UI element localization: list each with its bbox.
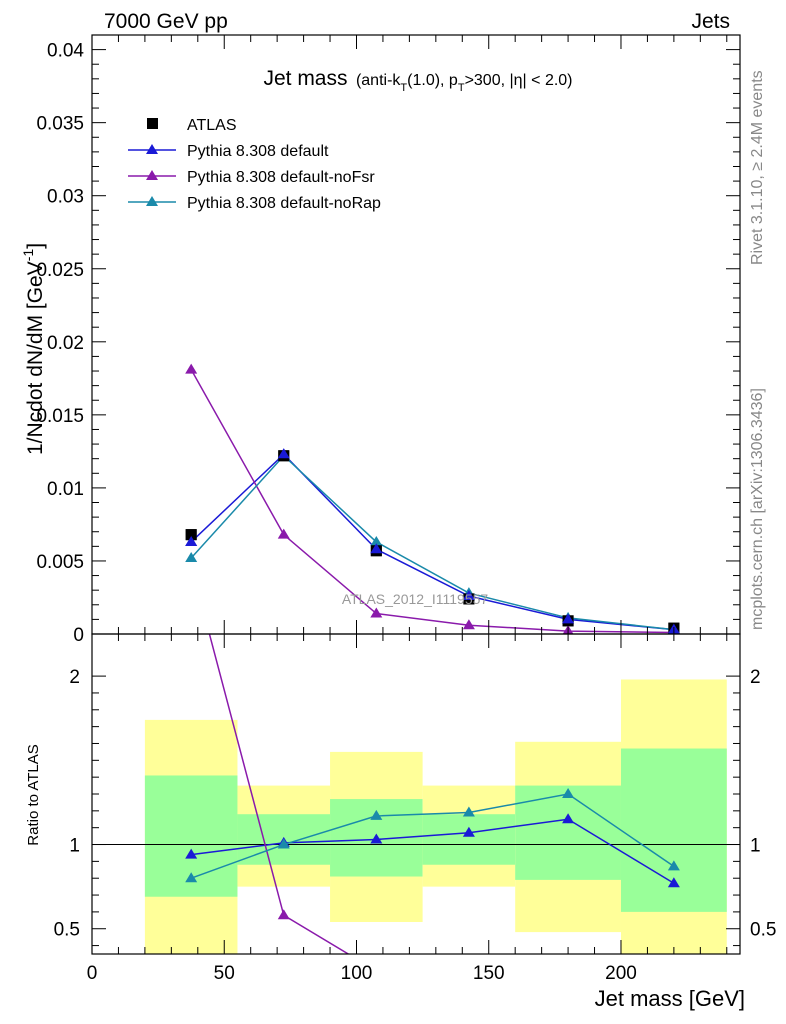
main-point-atlas-top-0: [185, 529, 197, 541]
ratio-band-inner-4: [515, 785, 621, 880]
main-point-pythia-8-308-default-top-3: [462, 590, 475, 601]
header-energy-label: 7000 GeV pp: [104, 10, 228, 33]
ratio-point-pythia-8-308-default-norap-5: [667, 860, 680, 871]
ratio-ytick-label-left-0: 0.5: [54, 920, 80, 941]
ratio-point-pythia-8-308-default-nofsr-1: [277, 909, 290, 920]
ratio-ytick-label-left-2: 2: [69, 667, 80, 688]
ratio-ytick-label-right-2: 2: [750, 667, 761, 688]
ylabel-part-3: ]: [24, 243, 47, 249]
legend-entry-atlas: ATLAS: [147, 117, 237, 134]
main-ytick-label-6: 0.03: [47, 187, 84, 208]
ratio-point-pythia-8-308-default-norap-2: [370, 809, 383, 820]
legend-entry-norap: Pythia 8.308 default-noRap: [128, 195, 381, 212]
main-ytick-label-4: 0.02: [47, 333, 84, 354]
main-line-pythia-8-308-default-nofsr: [190, 369, 674, 634]
ratio-point-pythia-8-308-default-2: [370, 833, 383, 844]
main-ytick-label-1: 0.005: [36, 552, 84, 573]
title-sub-3: (1.0), p: [407, 72, 458, 89]
xtick-label-0: 0: [87, 963, 98, 984]
legend-nofsr-label: Pythia 8.308 default-noFsr: [187, 169, 375, 186]
rivet-version-label: Rivet 3.1.10, ≥ 2.4M events: [749, 70, 766, 265]
title-sub-2: T: [400, 82, 407, 94]
legend-entry-nofsr: Pythia 8.308 default-noFsr: [128, 169, 375, 186]
legend-atlas-label: ATLAS: [187, 117, 237, 134]
title-main: Jet mass: [263, 67, 347, 90]
xlabel: Jet mass [GeV]: [595, 986, 745, 1011]
ratio-ylabel: Ratio to ATLAS: [25, 744, 42, 845]
main-point-pythia-8-308-default-nofsr-2: [370, 607, 383, 618]
main-panel: 0 0.005 0.01 0.015 0.02 0.025 0.03 0.035 0.04 AT…: [20, 34, 741, 646]
ratio-point-pythia-8-308-default-norap-0: [185, 872, 198, 883]
main-ytick-label-2: 0.01: [47, 479, 84, 500]
ratio-point-pythia-8-308-default-0: [185, 848, 198, 859]
ratio-ytick-label-left-1: 1: [69, 836, 80, 857]
ratio-line-pythia-8-308-default-norap: [190, 793, 675, 879]
ratio-line-pythia-8-308-default-nofsr: [208, 634, 350, 954]
ratio-point-pythia-8-308-default-norap-3: [462, 806, 475, 817]
title-sub-1: (anti-k: [356, 72, 401, 89]
xtick-label-2: 100: [341, 963, 373, 984]
ratio-band-inner-3: [422, 814, 516, 865]
main-point-pythia-8-308-default-top-0: [185, 535, 198, 546]
legend-default-marker: [146, 144, 158, 154]
main-point-pythia-8-308-default-norap-0: [185, 552, 198, 563]
main-line-pythia-8-308-default: [190, 453, 674, 631]
main-title: Jet mass (anti-kT(1.0), pT>300, |η| < 2.…: [263, 67, 572, 94]
legend-default-label: Pythia 8.308 default: [187, 143, 329, 160]
ratio-point-pythia-8-308-default-4: [562, 813, 575, 824]
mcplots-label: mcplots.cern.ch [arXiv:1306.3436]: [749, 388, 766, 630]
xtick-label-4: 200: [605, 963, 637, 984]
ratio-point-pythia-8-308-default-nofsr-4: [562, 970, 574, 980]
title-sub-4: T: [458, 82, 465, 94]
ratio-ytick-label-right-1: 1: [750, 836, 761, 857]
ratio-line-pythia-8-308-default: [191, 818, 675, 884]
ylabel-part-1: 1/Ncdot dN/dM [GeV: [24, 261, 47, 455]
xtick-label-1: 50: [214, 963, 235, 984]
main-line-pythia-8-308-default-norap: [190, 454, 674, 631]
main-point-pythia-8-308-default-nofsr-3: [462, 619, 475, 630]
header-jets-label: Jets: [691, 10, 730, 33]
ratio-band-inner-5: [620, 748, 727, 912]
main-ytick-label-3: 0.015: [36, 406, 84, 427]
main-point-pythia-8-308-default-norap-2: [370, 535, 383, 546]
main-ytick-label-7: 0.035: [36, 114, 84, 135]
ratio-panel: 0.5 0.5 1 1 2 2 0 50 100 150 200 Ratio to ATLAS Je…: [25, 633, 776, 1011]
legend-atlas-marker: [147, 118, 158, 129]
ratio-ytick-label-right-0: 0.5: [750, 920, 776, 941]
main-point-pythia-8-308-default-top-2: [370, 543, 383, 554]
legend-nofsr-marker: [146, 170, 158, 180]
title-sub-5: >300, |η| < 2.0): [465, 72, 573, 89]
legend-norap-label: Pythia 8.308 default-noRap: [187, 195, 381, 212]
ylabel-part-2: -1: [20, 249, 36, 262]
main-ytick-label-5: 0.025: [36, 260, 84, 281]
main-ytick-label-8: 0.04: [47, 41, 84, 62]
ratio-point-pythia-8-308-default-nofsr-5: [668, 965, 680, 975]
legend-norap-marker: [146, 196, 158, 206]
xtick-label-3: 150: [473, 963, 505, 984]
ratio-point-pythia-8-308-default-3: [462, 826, 475, 837]
ratio-point-pythia-8-308-default-norap-4: [562, 788, 575, 798]
main-point-pythia-8-308-default-top-1: [277, 448, 290, 459]
main-point-pythia-8-308-default-nofsr-0: [185, 363, 198, 374]
main-ylabel: 1/Ncdot dN/dM [GeV-1]: [20, 243, 47, 455]
ratio-point-pythia-8-308-default-5: [667, 877, 680, 888]
ratio-point-pythia-8-308-default-norap-1: [277, 838, 290, 849]
legend-entry-default: Pythia 8.308 default: [128, 143, 329, 160]
watermark: ATLAS_2012_I1119557: [342, 591, 489, 607]
legend: ATLAS Pythia 8.308 default Pythia 8.308 …: [128, 117, 381, 212]
main-point-pythia-8-308-default-nofsr-1: [277, 528, 290, 539]
main-point-pythia-8-308-default-top-4: [562, 613, 575, 624]
main-ytick-label-0: 0: [73, 625, 84, 646]
